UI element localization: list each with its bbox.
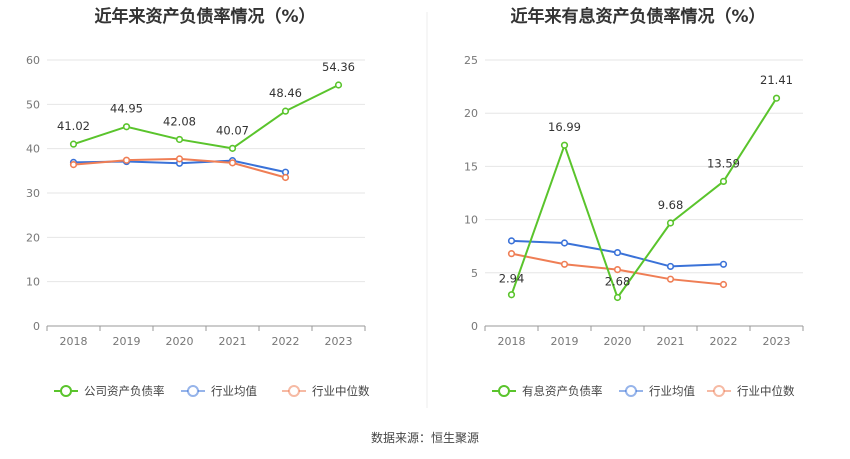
data-point — [334, 81, 343, 89]
legend-item-3: 行业中位数 — [282, 384, 370, 398]
data-point — [719, 177, 728, 186]
data-point — [560, 239, 569, 247]
y-tick-label: 15 — [464, 160, 478, 173]
data-point — [560, 141, 569, 149]
data-point — [666, 275, 675, 283]
data-label: 48.46 — [269, 86, 302, 100]
data-point — [175, 135, 184, 144]
x-tick-label: 2018 — [498, 335, 526, 348]
chart-title: 近年来有息资产负债率情况（%） — [510, 6, 765, 27]
data-point — [281, 173, 290, 182]
data-point — [719, 260, 728, 268]
chart-title: 近年来资产负债率情况（%） — [94, 6, 315, 27]
legend-item-3: 行业中位数 — [707, 384, 795, 398]
y-tick-label: 25 — [464, 54, 478, 67]
data-point — [613, 293, 622, 302]
y-tick-label: 60 — [26, 54, 40, 67]
data-label: 44.95 — [110, 102, 143, 116]
data-point — [507, 237, 516, 245]
data-point — [507, 250, 516, 258]
x-tick-label: 2023 — [763, 335, 791, 348]
data-point — [666, 219, 675, 227]
legend-item-1: 有息资产负债率 — [492, 384, 603, 398]
y-tick-label: 10 — [26, 276, 40, 289]
legend-marker — [498, 385, 510, 397]
legend-marker — [288, 385, 300, 397]
data-point — [613, 248, 622, 257]
y-tick-label: 5 — [471, 267, 478, 280]
y-tick-label: 0 — [33, 320, 40, 333]
x-tick-label: 2021 — [657, 335, 685, 348]
data-label: 21.41 — [760, 73, 793, 87]
y-tick-label: 30 — [26, 187, 40, 200]
legend-label: 有息资产负债率 — [522, 384, 603, 398]
x-tick-label: 2023 — [325, 335, 353, 348]
data-point — [175, 155, 184, 163]
y-tick-label: 20 — [464, 107, 478, 120]
data-point — [69, 161, 78, 169]
data-point — [228, 144, 237, 152]
x-tick-label: 2020 — [604, 335, 632, 348]
data-label: 2.68 — [605, 274, 631, 288]
legend-item-2: 行业均值 — [181, 384, 257, 398]
data-point — [122, 123, 131, 131]
legend-marker — [713, 385, 725, 397]
data-label: 41.02 — [57, 119, 90, 133]
legend-marker — [60, 385, 72, 397]
data-label: 9.68 — [658, 198, 684, 212]
chart-panel-1: 近年来资产负债率情况（%） 0 10 20 30 40 50 60 2018 2019 2020 20… — [26, 6, 370, 398]
data-point — [228, 159, 237, 167]
data-point — [719, 280, 728, 289]
legend-marker — [187, 385, 199, 397]
x-tick-label: 2019 — [551, 335, 579, 348]
legend-label: 行业均值 — [649, 384, 695, 398]
data-label: 40.07 — [216, 123, 249, 137]
legend-label: 行业中位数 — [312, 384, 370, 398]
legend-label: 行业均值 — [211, 384, 257, 398]
legend-item-2: 行业均值 — [619, 384, 695, 398]
data-point — [613, 266, 622, 274]
data-label: 2.94 — [499, 272, 525, 286]
chart-panel-2: 近年来有息资产负债率情况（%） 0 5 10 15 20 25 2018 2019 2020 202… — [464, 6, 804, 398]
source-label: 数据来源：恒生聚源 — [371, 430, 479, 445]
y-tick-label: 50 — [26, 98, 40, 111]
x-tick-label: 2020 — [166, 335, 194, 348]
y-tick-label: 0 — [471, 320, 478, 333]
legend-label: 公司资产负债率 — [84, 384, 165, 398]
data-point — [69, 140, 78, 148]
data-label: 13.59 — [707, 156, 740, 170]
legend-item-1: 公司资产负债率 — [54, 384, 165, 398]
data-point — [772, 94, 781, 102]
legend-label: 行业中位数 — [737, 384, 795, 398]
series-line-1 — [73, 84, 339, 150]
data-label: 16.99 — [548, 120, 581, 134]
x-tick-label: 2018 — [60, 335, 88, 348]
data-point — [560, 260, 569, 268]
series-line-1 — [510, 97, 778, 299]
data-point — [122, 156, 131, 164]
x-tick-label: 2022 — [710, 335, 738, 348]
x-tick-label: 2021 — [219, 335, 247, 348]
y-tick-label: 10 — [464, 214, 478, 227]
legend-marker — [625, 385, 637, 397]
data-point — [281, 107, 290, 115]
y-tick-label: 20 — [26, 231, 40, 244]
x-tick-label: 2022 — [272, 335, 300, 348]
data-point — [507, 291, 516, 299]
y-tick-label: 40 — [26, 143, 40, 156]
data-label: 42.08 — [163, 114, 196, 128]
x-tick-label: 2019 — [113, 335, 141, 348]
data-label: 54.36 — [322, 60, 355, 74]
data-point — [666, 262, 675, 271]
